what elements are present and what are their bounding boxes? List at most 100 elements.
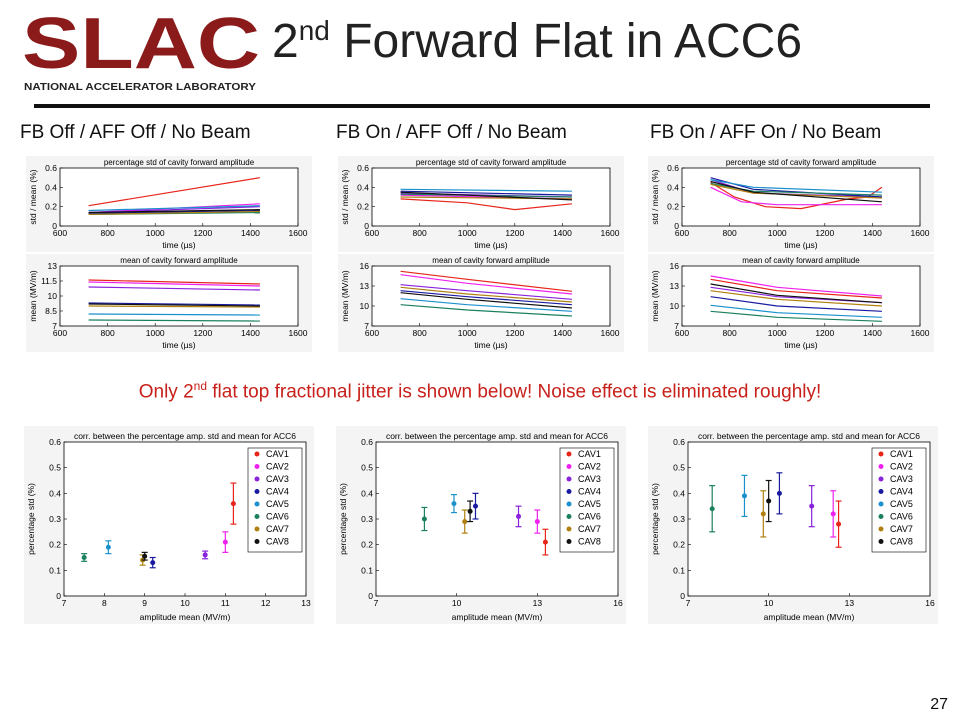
legend-label: CAV3 [578,474,601,484]
series-line [88,279,260,285]
legend-label: CAV7 [890,524,913,534]
x-axis-label: time (µs) [162,240,195,250]
data-point [222,539,228,545]
y-axis-label: std / mean (%) [650,169,660,224]
series-line [710,183,882,199]
x-tick-label: 16 [613,598,623,608]
y-axis-label: percentage std (%) [338,483,348,555]
x-tick-label: 1000 [146,228,165,238]
y-tick-label: 0 [364,221,369,231]
x-tick-label: 9 [142,598,147,608]
series-line [400,284,572,300]
x-axis-label: time (µs) [784,240,817,250]
y-tick-label: 11.5 [41,276,57,286]
x-tick-label: 1200 [815,328,834,338]
x-tick-label: 10 [452,598,462,608]
y-tick-label: 0.6 [45,163,57,173]
y-tick-label: 13 [48,261,58,271]
y-tick-label: 0 [56,591,61,601]
x-axis-label: amplitude mean (MV/m) [452,612,543,622]
y-tick-label: 0.1 [361,565,373,575]
x-tick-label: 7 [62,598,67,608]
x-tick-label: 1000 [768,228,787,238]
chart-title: mean of cavity forward amplitude [120,256,238,265]
data-point [462,519,468,525]
chart-std-fb-off: percentage std of cavity forward amplitu… [26,156,312,252]
series-line [88,205,260,212]
subtitle-fb-off: FB Off / AFF Off / No Beam [20,122,251,143]
series-line [710,278,882,299]
x-tick-label: 1000 [768,328,787,338]
y-tick-label: 0.5 [361,463,373,473]
legend-marker [566,526,572,532]
y-tick-label: 0.4 [673,488,685,498]
legend-label: CAV8 [266,537,289,547]
legend-marker [254,514,260,519]
x-tick-label: 1600 [911,228,930,238]
legend-marker [254,526,260,532]
page-number: 27 [930,696,948,713]
data-point [709,506,715,512]
series-line [400,274,572,295]
series-line [710,182,882,196]
x-tick-label: 800 [101,228,115,238]
header-divider [34,104,930,108]
legend-marker [566,451,572,457]
note-superscript: nd [193,379,207,393]
x-tick-label: 600 [675,328,689,338]
x-tick-label: 800 [723,228,737,238]
series-line [400,191,572,201]
x-tick-label: 7 [686,598,691,608]
x-tick-label: 1400 [241,228,260,238]
x-axis-label: amplitude mean (MV/m) [764,612,855,622]
subtitle-fb-on-aff-off: FB On / AFF Off / No Beam [336,122,567,143]
y-tick-label: 0.1 [673,565,685,575]
x-tick-label: 1400 [863,228,882,238]
x-tick-label: 800 [413,228,427,238]
scatter-fb-off: corr. between the percentage amp. std an… [24,426,314,624]
plot-area [681,167,921,227]
series-line [400,286,572,303]
legend-label: CAV4 [266,487,289,497]
data-point [472,503,478,509]
data-point [150,560,156,566]
x-tick-label: 1200 [505,328,524,338]
y-tick-label: 0.2 [361,540,373,550]
subtitle-fb-on-aff-on: FB On / AFF On / No Beam [650,122,882,143]
series-line [88,281,260,287]
y-axis-label: std / mean (%) [340,169,350,224]
legend-marker [254,501,260,507]
y-tick-label: 0.5 [49,463,61,473]
x-tick-label: 1600 [601,328,620,338]
title-number: 2 [272,15,299,68]
legend-marker [566,464,572,469]
x-axis-label: time (µs) [474,340,507,350]
x-tick-label: 600 [675,228,689,238]
y-tick-label: 0.3 [49,514,61,524]
scatter-fb-on-aff-on: corr. between the percentage amp. std an… [648,426,938,624]
x-tick-label: 10 [180,598,190,608]
legend-marker [878,501,884,507]
legend-marker [254,464,260,469]
legend-label: CAV5 [578,499,601,509]
note-text-end: flat top fractional jitter is shown belo… [207,381,822,403]
scatter-fb-on-aff-off: corr. between the percentage amp. std an… [336,426,626,624]
chart-title: mean of cavity forward amplitude [742,256,860,265]
x-tick-label: 1000 [146,328,165,338]
x-tick-label: 1400 [863,328,882,338]
x-axis-label: time (µs) [784,340,817,350]
series-line [88,210,260,215]
x-tick-label: 10 [764,598,774,608]
legend-label: CAV8 [890,537,913,547]
chart-mean-fb-off: mean of cavity forward amplitude 600 800 10… [26,254,312,352]
legend-marker [878,489,884,494]
y-axis-label: mean (MV/m) [340,270,350,322]
legend-marker [254,539,260,544]
chart-title: percentage std of cavity forward amplitu… [104,158,255,167]
x-tick-label: 1200 [193,228,212,238]
series-line [400,298,572,312]
data-point [202,552,208,558]
series-line [710,179,882,193]
y-tick-label: 7 [364,321,369,331]
y-tick-label: 0.2 [49,540,61,550]
